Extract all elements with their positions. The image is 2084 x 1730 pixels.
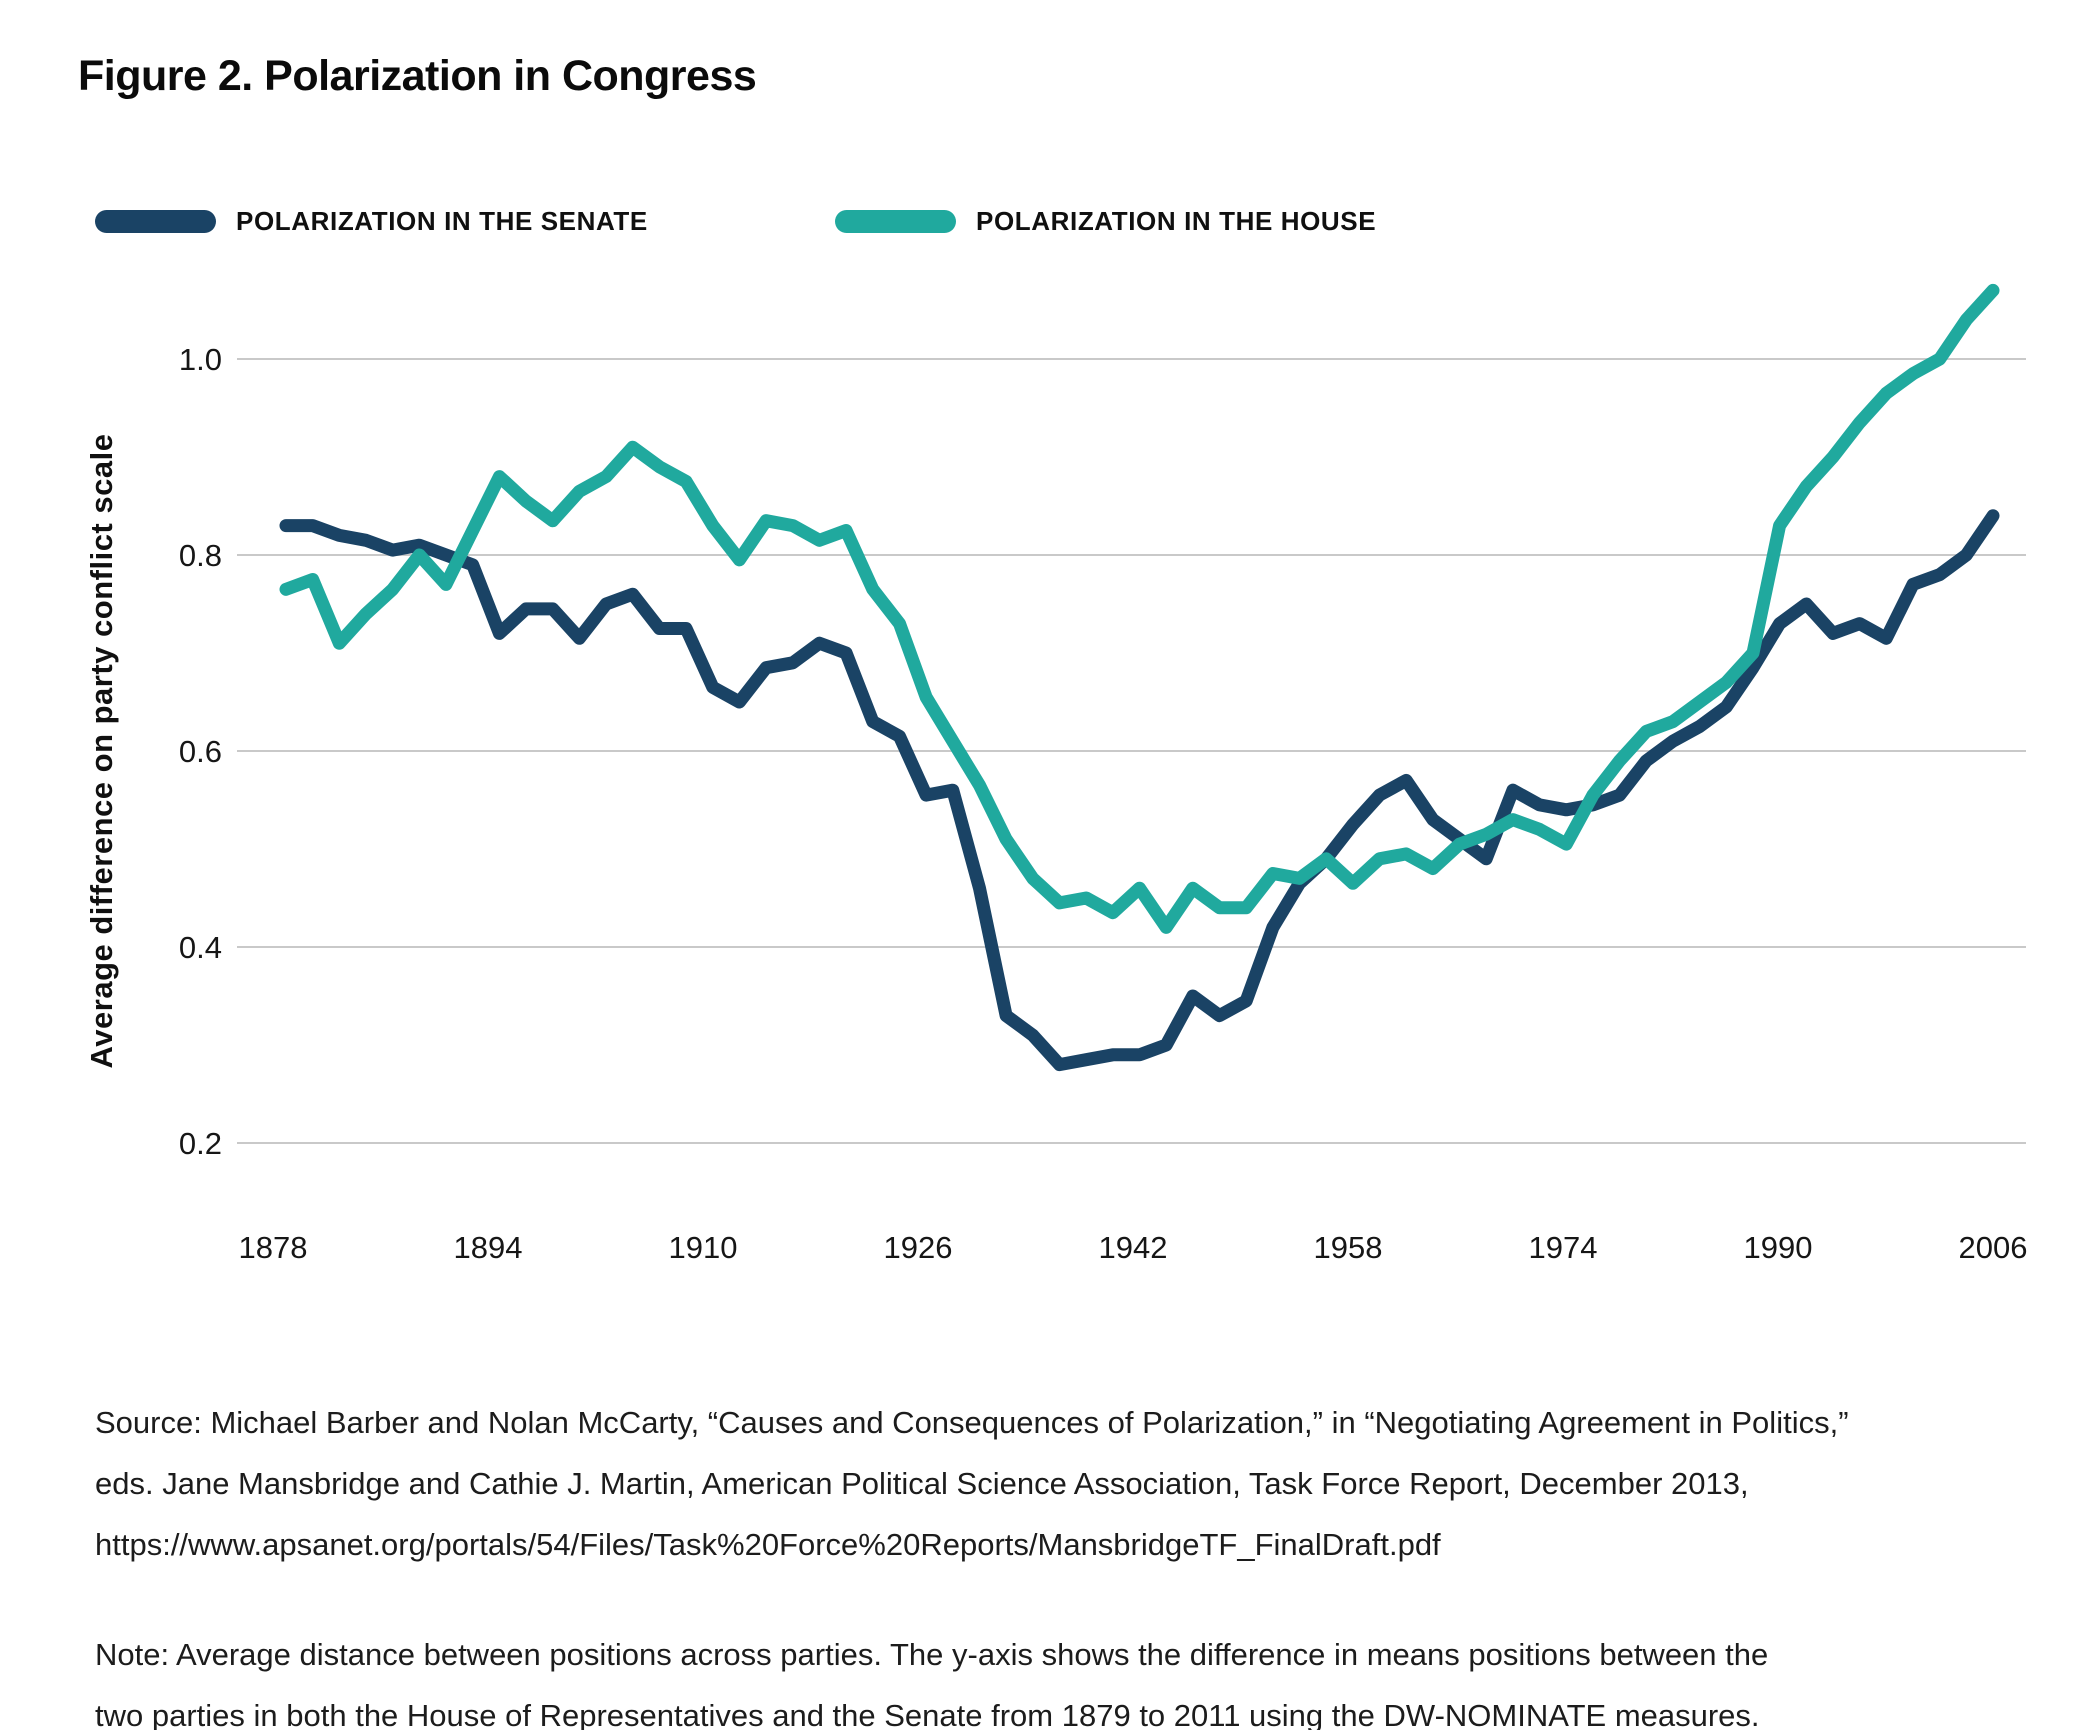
source-line: https://www.apsanet.org/portals/54/Files… <box>95 1527 1441 1562</box>
x-tick-label: 1910 <box>669 1230 738 1265</box>
y-tick-label: 0.2 <box>179 1126 222 1161</box>
note-line: Note: Average distance between positions… <box>95 1637 1769 1672</box>
senate-legend-label: POLARIZATION IN THE SENATE <box>236 206 648 236</box>
y-tick-label: 0.4 <box>179 930 222 965</box>
y-tick-label: 0.8 <box>179 538 222 573</box>
y-axis-title: Average difference on party conflict sca… <box>84 434 119 1069</box>
note-line: two parties in both the House of Represe… <box>95 1698 1760 1730</box>
y-tick-label: 0.6 <box>179 734 222 769</box>
x-tick-label: 1958 <box>1314 1230 1383 1265</box>
source-line: eds. Jane Mansbridge and Cathie J. Marti… <box>95 1466 1749 1501</box>
series-line-house <box>279 283 2000 934</box>
x-tick-label: 1926 <box>884 1230 953 1265</box>
figure-title: Figure 2. Polarization in Congress <box>78 52 757 100</box>
x-tick-label: 1894 <box>454 1230 523 1265</box>
x-tick-label: 1990 <box>1744 1230 1813 1265</box>
series-line-senate <box>279 509 2000 1072</box>
source-line: Source: Michael Barber and Nolan McCarty… <box>95 1405 1849 1440</box>
x-tick-label: 2006 <box>1959 1230 2028 1265</box>
senate-legend-swatch <box>95 210 216 233</box>
legend-item-senate: POLARIZATION IN THE SENATE <box>95 206 648 237</box>
y-tick-label: 1.0 <box>179 342 222 377</box>
x-tick-label: 1942 <box>1099 1230 1168 1265</box>
figure-note: Note: Average distance between positions… <box>95 1624 1768 1730</box>
source-citation: Source: Michael Barber and Nolan McCarty… <box>95 1392 1849 1575</box>
x-tick-label: 1974 <box>1529 1230 1598 1265</box>
house-legend-label: POLARIZATION IN THE HOUSE <box>976 206 1377 236</box>
house-legend-swatch <box>835 210 956 233</box>
x-tick-label: 1878 <box>239 1230 308 1265</box>
legend-item-house: POLARIZATION IN THE HOUSE <box>835 206 1376 237</box>
